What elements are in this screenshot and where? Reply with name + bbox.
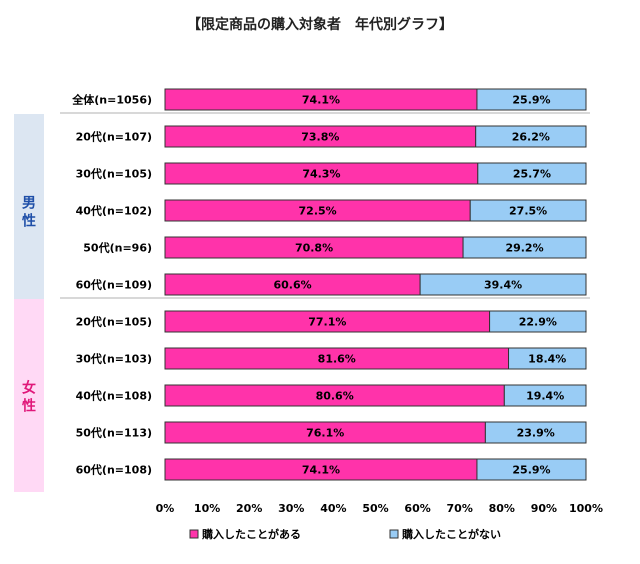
x-tick-label: 10% [194,502,220,515]
data-label: 23.9% [517,427,555,440]
legend-swatch [189,529,199,539]
bar-segment [503,384,587,407]
legend-label: 購入したことがない [401,527,501,541]
bar-segment [508,347,587,370]
bar-segment [484,421,587,444]
data-label: 73.8% [301,131,339,144]
category-label: 30代(n=103) [76,352,152,366]
data-label: 26.2% [512,131,550,144]
data-label: 80.6% [316,390,354,403]
data-label: 72.5% [299,205,337,218]
data-label: 74.1% [302,94,340,107]
category-label: 50代(n=96) [83,241,152,255]
category-label: 20代(n=107) [76,130,152,144]
data-label: 25.9% [512,94,550,107]
data-label: 76.1% [306,427,344,440]
data-label: 60.6% [273,279,311,292]
x-tick-label: 30% [278,502,304,515]
category-label: 60代(n=108) [76,463,152,477]
group-label: 性 [22,213,36,230]
data-label: 25.7% [513,168,551,181]
group-label: 女 [22,380,36,397]
data-label: 19.4% [526,390,564,403]
x-tick-label: 40% [320,502,346,515]
data-label: 74.3% [302,168,340,181]
data-label: 39.4% [484,279,522,292]
bar-segment [489,310,587,333]
category-label: 40代(n=102) [76,204,152,218]
bars: 全体(n=1056) 74.1% 25.9% 20代(n=107) 73.8% 26.2%… [71,88,587,481]
data-label: 18.4% [528,353,566,366]
data-label: 74.1% [302,464,340,477]
x-tick-label: 0% [156,502,175,515]
category-label: 60代(n=109) [76,278,152,292]
data-label: 27.5% [509,205,547,218]
bar-segment [419,273,587,296]
category-label: 50代(n=113) [76,426,152,440]
group-band [14,299,44,492]
bar-segment [476,458,587,481]
category-label: 20代(n=105) [76,315,152,329]
group-band [14,114,44,307]
data-label: 25.9% [512,464,550,477]
x-tick-label: 50% [362,502,388,515]
bar-segment [476,88,587,111]
x-tick-label: 80% [489,502,515,515]
category-label: 40代(n=108) [76,389,152,403]
chart-title: 【限定商品の購入対象者 年代別グラフ】 [187,17,453,33]
x-tick-label: 70% [447,502,473,515]
bar-segment [477,162,587,185]
legend: 購入したことがある 購入したことがない [189,527,501,541]
data-label: 22.9% [519,316,557,329]
bar-segment [469,199,587,222]
data-label: 81.6% [318,353,356,366]
data-label: 70.8% [295,242,333,255]
data-label: 77.1% [308,316,346,329]
data-label: 29.2% [505,242,543,255]
bar-segment [462,236,587,259]
category-label: 全体(n=1056) [71,93,152,107]
legend-label: 購入したことがある [201,527,301,541]
category-label: 30代(n=105) [76,167,152,181]
group-label: 男 [22,196,36,212]
legend-swatch [389,529,399,539]
x-tick-label: 60% [404,502,430,515]
group-label: 性 [22,398,36,415]
x-tick-label: 100% [569,502,603,515]
x-axis: 0% 10% 20% 30% 40% 50% 60% 70% 80% 90% 100% [156,502,603,515]
x-tick-label: 90% [531,502,557,515]
bar-segment [475,125,587,148]
x-tick-label: 20% [236,502,262,515]
